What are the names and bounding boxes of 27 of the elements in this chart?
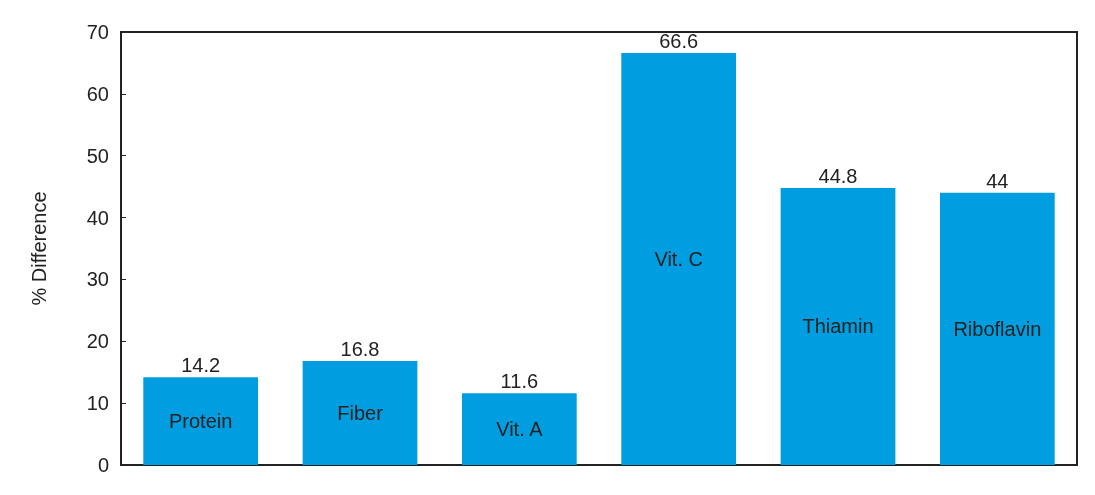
data-label: 66.6	[659, 30, 699, 53]
x-tick-label: Protein	[168, 410, 233, 433]
bar	[939, 192, 1055, 465]
x-tick-label: Riboflavin	[953, 317, 1042, 340]
bar	[621, 53, 737, 465]
bar	[461, 393, 577, 465]
y-tick-label: 70	[86, 21, 109, 43]
x-tick-label: Vit. A	[496, 418, 544, 441]
y-tick-label: 30	[86, 268, 109, 291]
y-tick-label: 0	[97, 454, 109, 476]
bar	[143, 377, 259, 465]
y-tick-label: 10	[86, 392, 109, 415]
x-tick-label: Vit. C	[654, 248, 703, 271]
bar	[780, 187, 896, 465]
bar	[302, 361, 418, 465]
y-tick-label: 50	[86, 144, 109, 167]
x-tick-label: Fiber	[337, 402, 384, 425]
data-label: 14.2	[181, 354, 221, 377]
data-label: 16.8	[340, 338, 380, 361]
data-label: 44.8	[818, 164, 858, 187]
y-tick-label: 20	[86, 330, 109, 353]
y-axis-title: % Difference	[28, 191, 50, 306]
data-label: 44	[986, 169, 1009, 192]
y-tick-label: 60	[86, 82, 109, 105]
x-tick-label: Thiamin	[802, 315, 874, 338]
data-label: 11.6	[500, 370, 539, 393]
y-tick-label: 40	[86, 206, 109, 229]
